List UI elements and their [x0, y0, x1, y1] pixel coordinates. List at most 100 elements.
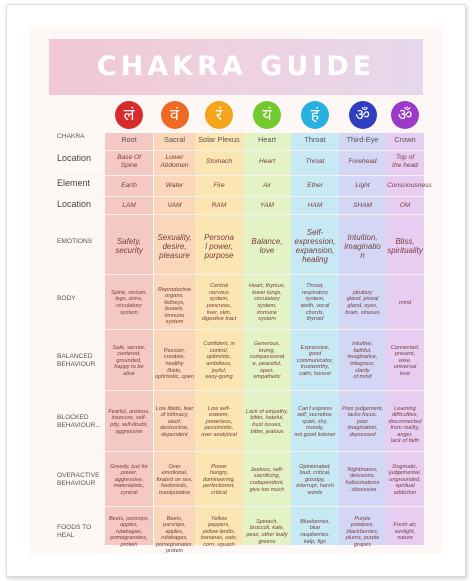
- row-label-blocked: BLOCKED BEHAVIOUR...: [57, 414, 101, 429]
- body-cell: mind: [398, 299, 412, 306]
- body-cell: Throat, respiratory system, teeth, vocal…: [300, 283, 330, 323]
- blocked-cell: Lack of empathy, bitter, hateful, trust …: [245, 408, 289, 435]
- chakra-column-5: [339, 133, 386, 545]
- row-divider: [57, 214, 423, 215]
- foods-cell: Fresh air, sunlight, nature: [393, 522, 417, 542]
- location2-cell: SHAM: [352, 202, 373, 210]
- chakra-symbol-2: रं: [205, 101, 233, 129]
- row-label-element: Element: [57, 178, 91, 188]
- row-divider: [57, 150, 423, 151]
- blocked-cell: Poor judgement, lacks focus, poor imagin…: [341, 405, 384, 438]
- chakra-column-0: [105, 133, 153, 545]
- emotions-cell: Intuition, imaginatio n: [344, 232, 381, 260]
- foods-cell: Blueberries, blue raspberries, kelp, fig…: [300, 518, 330, 545]
- row-divider: [57, 175, 423, 176]
- chakra-name-0: Root: [121, 135, 137, 144]
- location-cell: Forehead: [348, 158, 377, 166]
- overactive-cell: Over emotional, fixated on sex, hedonist…: [156, 463, 193, 496]
- blocked-cell: Low self- esteem, powerless, pessimistic…: [201, 405, 237, 438]
- chakra-symbol-3: यं: [253, 101, 281, 129]
- row-divider: [57, 451, 423, 452]
- emotions-cell: Bliss, spirituality: [387, 237, 423, 255]
- chakra-symbol-4: हं: [301, 101, 329, 129]
- row-divider: [57, 390, 423, 391]
- chakra-column-2: [195, 133, 243, 545]
- row-label-balanced: BALANCED BEHAVIOUR: [57, 353, 96, 368]
- emotions-cell: Safety, security: [115, 237, 143, 255]
- blocked-cell: Low libido, fear of intimacy, aloof, des…: [155, 405, 194, 438]
- chakra-name-1: Sacral: [164, 135, 185, 144]
- chakra-name-3: Heart: [257, 135, 277, 144]
- emotions-cell: Sexuality, desire, pleasure: [157, 232, 192, 260]
- foods-cell: Purple potatoes, blackberries, plums, pu…: [345, 515, 380, 548]
- element-cell: Fire: [213, 182, 225, 190]
- row-label-body: BODY: [57, 295, 76, 302]
- foods-cell: Spinach, broccoli, kale, peas, other lea…: [246, 518, 288, 545]
- location-cell: Top of the head: [392, 154, 418, 169]
- foods-cell: Beets, parsnips, apples, rutabagas, pome…: [108, 515, 150, 548]
- blocked-cell: Fearful, anxious, insecure, self- pity, …: [108, 408, 150, 435]
- body-cell: Reproductive organs, kidneys, bowels, im…: [158, 286, 191, 326]
- row-label-emotions: EMOTIONS: [57, 238, 93, 245]
- body-cell: Spine, rectum, legs, arms, circulatory s…: [110, 289, 148, 316]
- overactive-cell: Power hungry, domineering, perfectionist…: [202, 463, 236, 496]
- location-cell: Stomach: [205, 158, 233, 166]
- element-cell: Water: [165, 182, 184, 190]
- chakra-name-2: Solar Plexus: [198, 135, 240, 144]
- blocked-cell: Can't express self, secretive, quiet, sh…: [294, 405, 336, 438]
- body-cell: Heart, thymus, lower lungs, circulatory …: [248, 283, 286, 323]
- location2-cell: RAM: [211, 202, 227, 210]
- row-divider: [57, 506, 423, 507]
- row-label-overactive: OVERACTIVE BEHAVIOUR: [57, 472, 100, 487]
- row-label-chakra: CHAKRA: [57, 133, 85, 140]
- overactive-cell: Jealous, self- sacrificing, codependent,…: [249, 466, 285, 493]
- chakra-name-6: Crown: [394, 135, 416, 144]
- location-cell: Base Of Spine: [117, 154, 141, 169]
- emotions-cell: Balance, love: [251, 237, 283, 255]
- overactive-cell: Dogmatic, judgemental, ungrounded, spiri…: [388, 463, 422, 496]
- chakra-symbol-0: लं: [115, 101, 143, 129]
- chakra-name-5: Third-Eye: [346, 135, 379, 144]
- balanced-cell: Generous, loving, compassionat e, peacef…: [249, 341, 285, 381]
- balanced-cell: Confident, in control, optimistic, ambit…: [203, 341, 235, 381]
- row-divider: [57, 274, 423, 275]
- location2-cell: VAM: [167, 202, 182, 210]
- element-cell: Earth: [121, 182, 137, 190]
- chakra-column-6: [386, 133, 424, 545]
- emotions-cell: Self- expression, expansion, healing: [294, 228, 336, 264]
- element-cell: Light: [355, 182, 370, 190]
- location2-cell: HAM: [307, 202, 323, 210]
- poster-frame: CHAKRA GUIDE लं Root वं Sacral रं Solar Plexu…: [6, 4, 466, 577]
- balanced-cell: Intuitive, faithful, imaginative, integr…: [347, 341, 378, 381]
- chakra-symbol-6: ॐ: [391, 101, 419, 129]
- row-label-location: Location: [57, 153, 92, 163]
- chakra-name-4: Throat: [304, 135, 326, 144]
- location-cell: Throat: [305, 158, 325, 166]
- foods-cell: Yellow peppers, yellow lentils, bananas,…: [200, 515, 238, 548]
- location2-cell: YAM: [260, 202, 274, 210]
- location-cell: Lower Abdomen: [160, 154, 189, 169]
- chakra-column-1: [154, 133, 195, 545]
- row-label-foods: FOODS TO HEAL: [57, 524, 92, 539]
- balanced-cell: Passion, creative, healthy libido, optim…: [155, 347, 194, 381]
- foods-cell: Beets, parsnips, apples, rutabagas, pome…: [155, 515, 194, 555]
- chakra-symbol-5: ॐ: [348, 101, 377, 129]
- location2-cell: LAM: [122, 202, 136, 210]
- chakra-column-4: [291, 133, 339, 545]
- row-divider: [57, 329, 423, 330]
- element-cell: Ether: [307, 182, 323, 190]
- body-cell: Central nervous system, pancreas, liver,…: [201, 283, 237, 323]
- location-cell: Heart: [258, 158, 276, 166]
- overactive-cell: Opinionated, loud, critical, gossipy, in…: [296, 463, 334, 496]
- element-cell: Air: [262, 182, 272, 190]
- overactive-cell: Nightmares, delusions, hallucinations , …: [345, 466, 380, 493]
- body-cell: pituitary gland, pineal gland, eyes, bra…: [345, 289, 380, 316]
- balanced-cell: Expressive, good communicator, trustwort…: [296, 344, 334, 377]
- row-divider: [57, 196, 423, 197]
- location2-cell: OM: [399, 202, 411, 210]
- balanced-cell: Safe, secure, centered, grounded, happy …: [112, 344, 146, 377]
- emotions-cell: Persona l power, purpose: [204, 232, 234, 260]
- balanced-cell: Connected, present, wise, universal love: [390, 344, 420, 377]
- blocked-cell: Learning difficulties, disconnected from…: [388, 405, 422, 445]
- title-banner: CHAKRA GUIDE: [49, 39, 423, 95]
